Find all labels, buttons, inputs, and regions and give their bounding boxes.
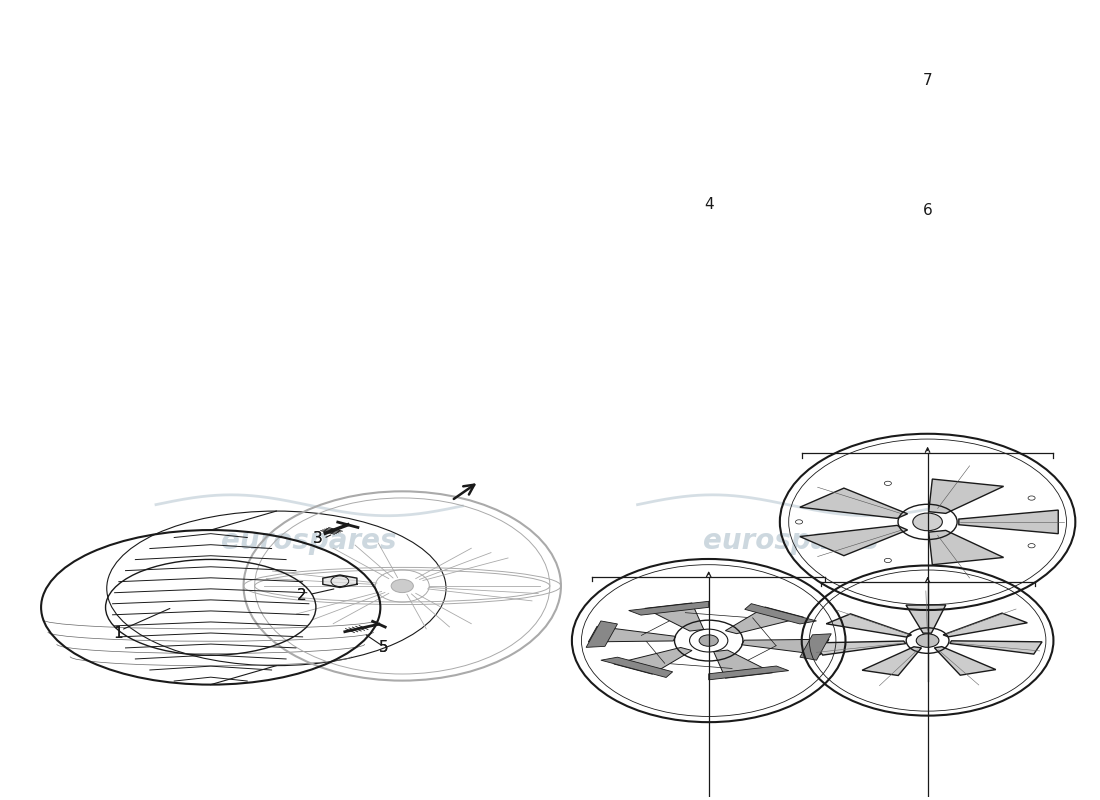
Circle shape <box>700 635 718 646</box>
Circle shape <box>1028 544 1035 548</box>
Text: 7: 7 <box>923 73 933 88</box>
Polygon shape <box>725 607 804 634</box>
Text: 2: 2 <box>297 588 307 603</box>
Circle shape <box>1028 496 1035 500</box>
Text: 5: 5 <box>378 640 388 655</box>
Circle shape <box>795 520 803 524</box>
Polygon shape <box>714 650 772 678</box>
Polygon shape <box>586 621 617 647</box>
Polygon shape <box>906 605 946 633</box>
Circle shape <box>392 579 414 593</box>
Text: 4: 4 <box>704 197 714 212</box>
Text: 6: 6 <box>923 203 933 218</box>
Polygon shape <box>800 526 907 556</box>
Text: 1: 1 <box>113 626 122 641</box>
Text: 3: 3 <box>314 531 323 546</box>
Polygon shape <box>601 657 673 678</box>
Polygon shape <box>928 530 1003 565</box>
Polygon shape <box>862 646 922 675</box>
Polygon shape <box>741 639 829 654</box>
Polygon shape <box>629 602 708 615</box>
Polygon shape <box>708 666 789 680</box>
Polygon shape <box>826 614 912 637</box>
Polygon shape <box>800 488 907 518</box>
Text: eurospares: eurospares <box>221 527 397 555</box>
Polygon shape <box>614 647 692 674</box>
Polygon shape <box>322 575 356 587</box>
Polygon shape <box>813 641 905 655</box>
Polygon shape <box>645 603 704 631</box>
Polygon shape <box>588 626 675 642</box>
Polygon shape <box>800 634 832 660</box>
Polygon shape <box>928 479 1003 514</box>
Circle shape <box>916 634 939 647</box>
Polygon shape <box>745 604 816 624</box>
Circle shape <box>884 482 891 486</box>
Text: 2: 2 <box>297 588 307 603</box>
Polygon shape <box>959 510 1058 534</box>
Polygon shape <box>934 646 996 675</box>
Text: eurospares: eurospares <box>703 527 879 555</box>
Circle shape <box>913 513 943 530</box>
Text: 3: 3 <box>314 531 323 546</box>
Polygon shape <box>949 641 1042 654</box>
Text: 1: 1 <box>113 626 122 641</box>
Circle shape <box>884 558 891 562</box>
Text: 5: 5 <box>378 640 388 655</box>
Polygon shape <box>943 613 1027 637</box>
